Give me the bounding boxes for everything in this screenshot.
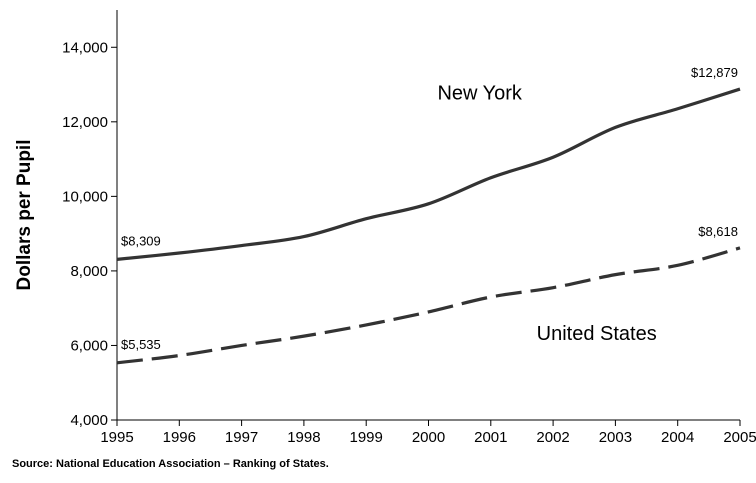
line-chart: 4,000 6,000 8,000 10,000 12,000 14,000 1995 199… <box>14 10 756 446</box>
chart-labels: New York United States $8,309 $12,879 $5,535… <box>121 65 738 352</box>
y-tick-label: 10,000 <box>62 188 108 205</box>
x-tick-label: 2000 <box>412 429 445 446</box>
data-label: $12,879 <box>691 65 738 80</box>
x-tick-label: 1998 <box>287 429 320 446</box>
x-tick-label: 1999 <box>350 429 383 446</box>
chart-axes: 4,000 6,000 8,000 10,000 12,000 14,000 1995 199… <box>14 10 756 446</box>
y-tick-label: 6,000 <box>70 337 108 354</box>
x-tick-label: 1997 <box>225 429 258 446</box>
y-tick-label: 8,000 <box>70 263 108 280</box>
data-label: $8,309 <box>121 233 161 248</box>
series-line-new-york <box>116 87 741 261</box>
series-label-united-states: United States <box>537 323 657 345</box>
y-axis-title: Dollars per Pupil <box>14 140 35 291</box>
x-tick-label: 2003 <box>599 429 632 446</box>
data-label: $8,618 <box>698 224 738 239</box>
y-tick-label: 4,000 <box>70 412 108 429</box>
x-tick-label: 2004 <box>661 429 694 446</box>
chart-series <box>116 87 741 365</box>
data-label: $5,535 <box>121 337 161 352</box>
y-tick-label: 12,000 <box>62 114 108 131</box>
x-tick-label: 2002 <box>536 429 569 446</box>
x-tick-label: 2005 <box>723 429 756 446</box>
source-note: Source: National Education Association –… <box>12 458 329 470</box>
series-label-new-york: New York <box>437 82 522 104</box>
y-tick-label: 14,000 <box>62 39 108 56</box>
x-tick-label: 1995 <box>100 429 133 446</box>
series-line-united-states <box>116 246 741 365</box>
x-tick-label: 1996 <box>163 429 196 446</box>
x-tick-label: 2001 <box>474 429 507 446</box>
